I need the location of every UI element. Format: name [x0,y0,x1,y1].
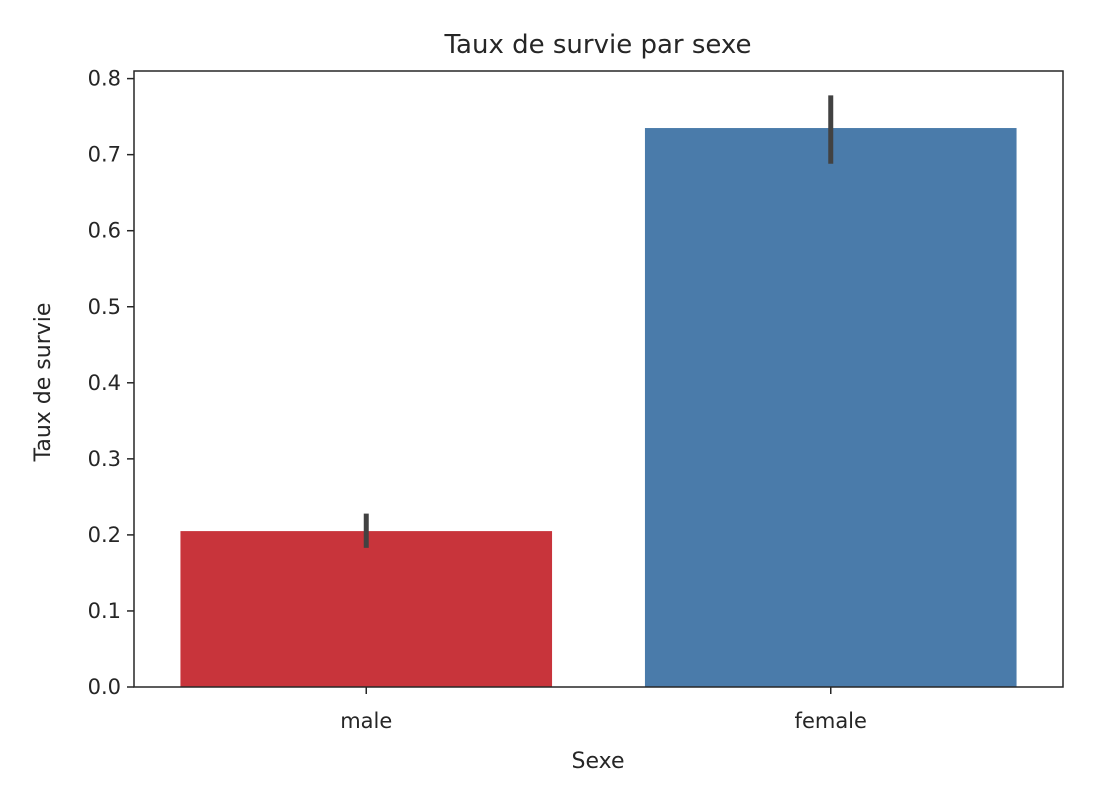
y-tick-label: 0.4 [88,371,121,395]
bars-group [180,128,1017,687]
y-tick-label: 0.3 [88,447,121,471]
y-tick-label: 0.1 [88,599,121,623]
error-bars-group [363,95,834,548]
bar-male [180,531,553,687]
x-axis-label: Sexe [572,749,625,774]
x-tick-label-female: female [795,709,867,733]
chart-title: Taux de survie par sexe [443,30,751,60]
x-axis: male female [340,687,867,733]
y-axis-label: Taux de survie [31,303,56,463]
plot-frame [133,70,1064,688]
y-axis: 0.0 0.1 0.2 0.3 0.4 0.5 0.6 0.7 0.8 [88,67,134,699]
y-tick-label: 0.5 [88,295,121,319]
y-tick-label: 0.8 [88,67,121,91]
y-tick-label: 0.6 [88,219,121,243]
bar-female [644,128,1017,687]
y-tick-label: 0.2 [88,523,121,547]
x-tick-label-male: male [340,709,392,733]
y-tick-label: 0.7 [88,143,121,167]
y-tick-label: 0.0 [88,675,121,699]
